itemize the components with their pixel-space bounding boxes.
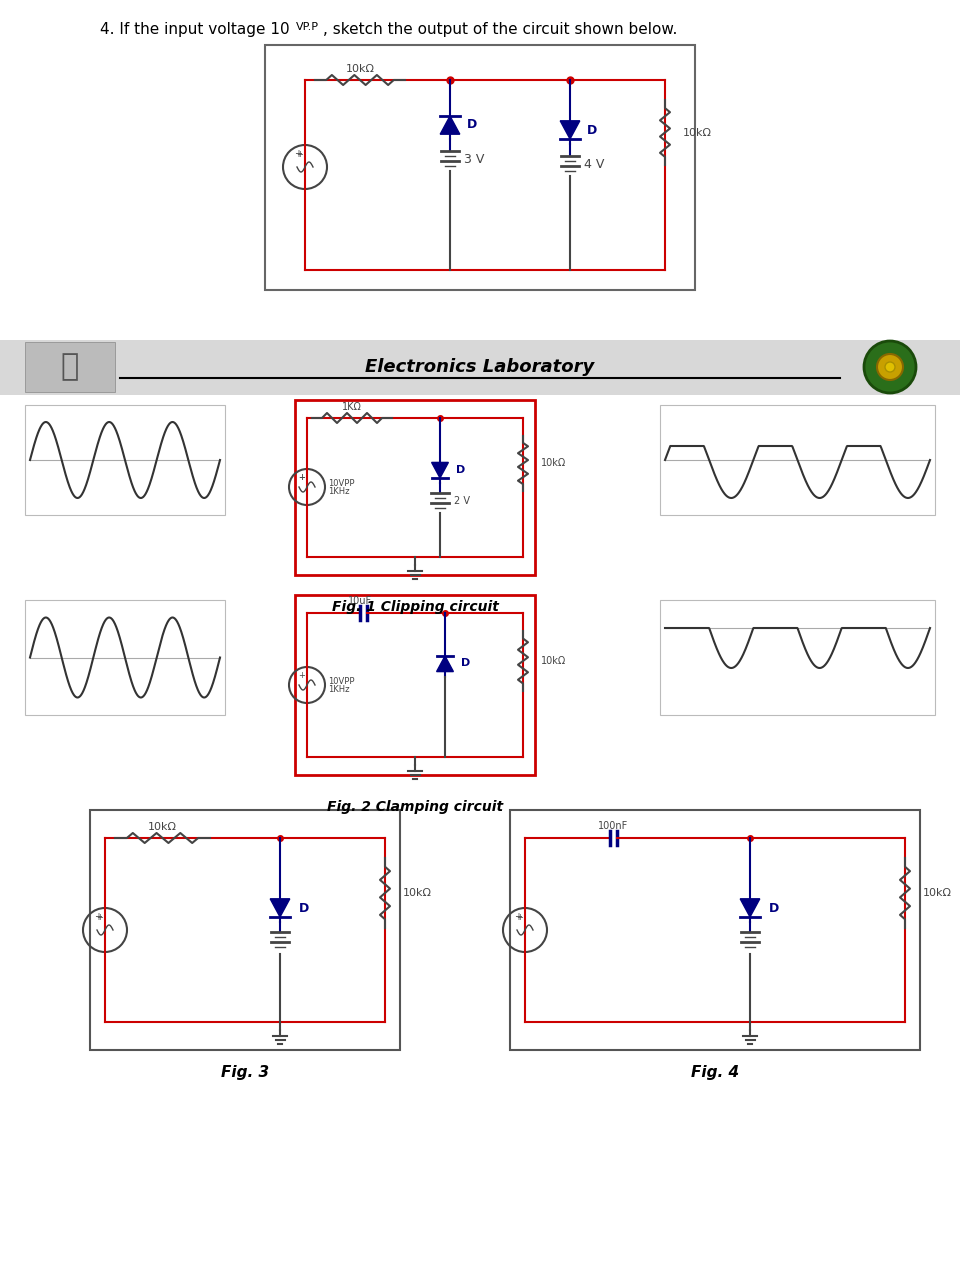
Text: 100nF: 100nF <box>598 820 628 831</box>
Text: 10kΩ: 10kΩ <box>346 64 374 74</box>
Bar <box>25 404 225 515</box>
Bar <box>25 600 225 716</box>
Text: D: D <box>467 119 477 132</box>
Text: 10VPP: 10VPP <box>328 479 354 488</box>
Text: 10kΩ: 10kΩ <box>923 888 952 899</box>
Text: , sketch the output of the circuit shown below.: , sketch the output of the circuit shown… <box>323 22 678 37</box>
Bar <box>25 342 115 392</box>
Text: Fig. 4: Fig. 4 <box>691 1065 739 1079</box>
Text: 10kΩ: 10kΩ <box>683 128 712 137</box>
Text: +: + <box>294 148 302 159</box>
Text: 1KΩ: 1KΩ <box>342 402 362 412</box>
Text: 10kΩ: 10kΩ <box>148 822 177 832</box>
Polygon shape <box>740 899 759 916</box>
Text: 10kΩ: 10kΩ <box>541 655 566 666</box>
Bar <box>90 810 400 1050</box>
Text: 3 V: 3 V <box>464 152 485 165</box>
Text: +: + <box>299 472 305 481</box>
Text: +: + <box>297 151 303 160</box>
Text: Electronics Laboratory: Electronics Laboratory <box>366 358 594 376</box>
Text: +: + <box>299 671 305 680</box>
Text: 10uF: 10uF <box>348 596 372 605</box>
Circle shape <box>864 340 916 393</box>
Text: +: + <box>299 472 305 481</box>
Bar <box>660 600 935 716</box>
Bar <box>295 399 535 575</box>
Text: Fig. 3: Fig. 3 <box>221 1065 269 1079</box>
Polygon shape <box>561 120 580 140</box>
Text: 4 V: 4 V <box>584 157 605 170</box>
Text: 2 V: 2 V <box>454 495 470 506</box>
Text: ⛪: ⛪ <box>60 352 79 381</box>
Text: D: D <box>299 901 309 914</box>
Polygon shape <box>441 116 460 134</box>
Circle shape <box>885 362 895 372</box>
Polygon shape <box>270 899 290 916</box>
Text: +: + <box>516 914 523 923</box>
Bar <box>265 45 695 291</box>
Text: Fig. 2 Clamping circuit: Fig. 2 Clamping circuit <box>327 800 503 814</box>
Text: +: + <box>514 911 522 922</box>
Text: 10kΩ: 10kΩ <box>541 458 566 468</box>
Bar <box>510 810 920 1050</box>
Text: 4. If the input voltage 10: 4. If the input voltage 10 <box>100 22 290 37</box>
Polygon shape <box>437 655 453 672</box>
Text: 1KHz: 1KHz <box>328 685 349 694</box>
Bar <box>0 340 960 396</box>
Bar <box>295 595 535 774</box>
Bar <box>0 0 960 340</box>
Text: D: D <box>587 123 597 137</box>
Text: Fig. 1 Clipping circuit: Fig. 1 Clipping circuit <box>331 600 498 614</box>
Text: +: + <box>97 914 104 923</box>
Circle shape <box>877 355 903 380</box>
Text: 1KHz: 1KHz <box>328 486 349 495</box>
Text: D: D <box>456 465 466 475</box>
Polygon shape <box>432 462 448 477</box>
Bar <box>660 404 935 515</box>
Text: 10VPP: 10VPP <box>328 677 354 686</box>
Text: 10kΩ: 10kΩ <box>403 888 432 899</box>
Text: D: D <box>461 658 470 668</box>
Text: +: + <box>94 911 102 922</box>
Text: D: D <box>769 901 780 914</box>
Text: VP.P: VP.P <box>296 22 319 32</box>
